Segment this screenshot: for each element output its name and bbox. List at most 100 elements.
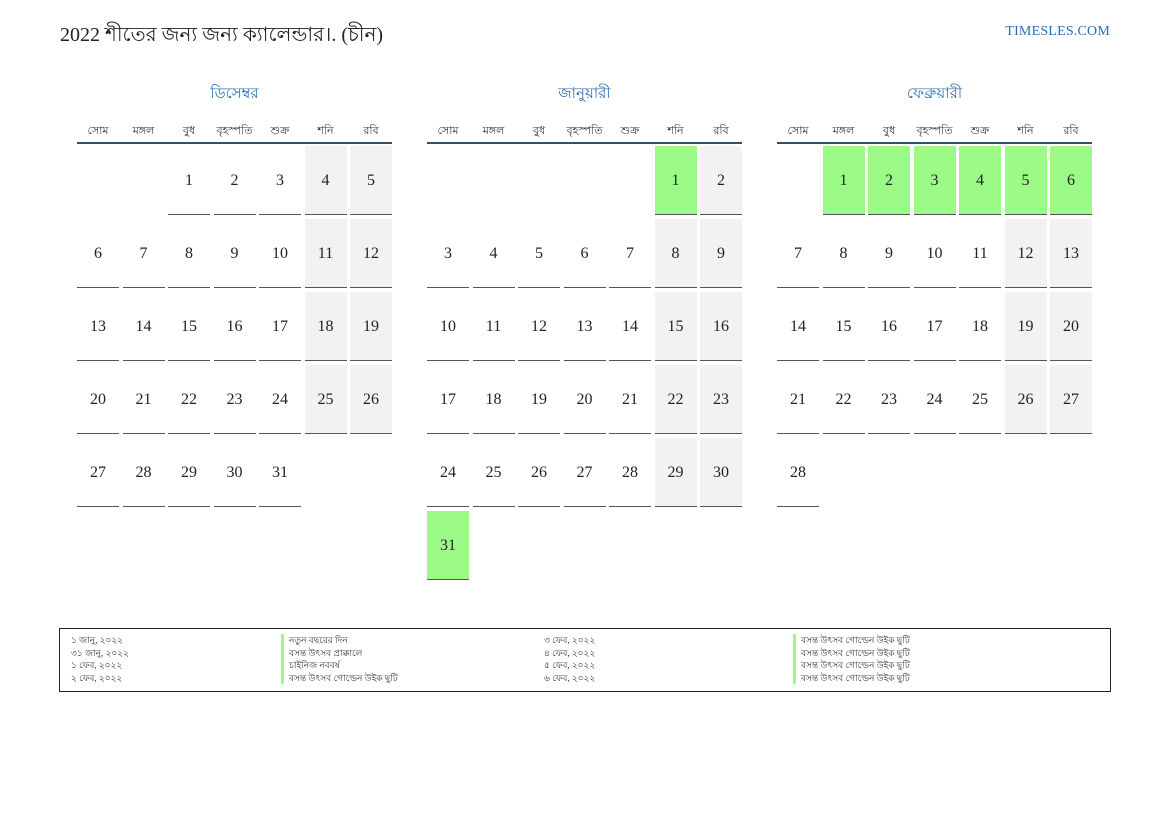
day-cell[interactable]: 17: [259, 292, 301, 361]
day-cell[interactable]: 23: [700, 365, 742, 434]
day-cell[interactable]: 6: [563, 219, 606, 288]
day-cell[interactable]: 11: [472, 292, 515, 361]
day-cell[interactable]: 10: [913, 219, 956, 288]
day-cell[interactable]: 22: [822, 365, 865, 434]
day-cell[interactable]: 30: [213, 438, 256, 507]
day-cell[interactable]: 26: [518, 438, 560, 507]
day-cell[interactable]: 13: [563, 292, 606, 361]
day-cell[interactable]: 8: [822, 219, 865, 288]
day-cell[interactable]: 22: [168, 365, 210, 434]
day-cell[interactable]: 30: [700, 438, 742, 507]
day-cell[interactable]: 9: [868, 219, 910, 288]
day-cell[interactable]: 11: [304, 219, 347, 288]
day-cell[interactable]: 24: [427, 438, 469, 507]
day-cell[interactable]: 16: [700, 292, 742, 361]
day-cell[interactable]: 12: [1004, 219, 1047, 288]
day-cell[interactable]: 27: [77, 438, 119, 507]
day-cell-holiday[interactable]: 5: [1004, 146, 1047, 215]
day-cell[interactable]: 22: [654, 365, 697, 434]
legend-date: ৪ ফেব, ২০২২: [544, 647, 596, 658]
day-cell[interactable]: 25: [959, 365, 1001, 434]
day-cell[interactable]: 21: [609, 365, 651, 434]
day-cell[interactable]: 15: [822, 292, 865, 361]
day-cell-holiday[interactable]: 2: [868, 146, 910, 215]
day-cell-holiday[interactable]: 4: [959, 146, 1001, 215]
weekday-label: সোম: [787, 125, 809, 137]
day-cell[interactable]: 11: [959, 219, 1001, 288]
weekday-header: সোম মঙ্গল বুধ বৃহস্পতি শুক্র শনি রবি: [77, 104, 392, 144]
day-cell[interactable]: 24: [259, 365, 301, 434]
day-cell[interactable]: 15: [654, 292, 697, 361]
day-cell[interactable]: 3: [427, 219, 469, 288]
day-cell[interactable]: 12: [518, 292, 560, 361]
day-cell[interactable]: 27: [563, 438, 606, 507]
day-cell[interactable]: 8: [168, 219, 210, 288]
weekday-label: শুক্র: [970, 125, 990, 137]
day-cell[interactable]: 28: [609, 438, 651, 507]
day-cell[interactable]: 18: [959, 292, 1001, 361]
day-cell[interactable]: 29: [168, 438, 210, 507]
day-cell[interactable]: 27: [1050, 365, 1092, 434]
day-cell[interactable]: 9: [213, 219, 256, 288]
day-cell[interactable]: 14: [609, 292, 651, 361]
day-cell[interactable]: 20: [1050, 292, 1092, 361]
day-cell[interactable]: 28: [777, 438, 819, 507]
day-cell[interactable]: 7: [777, 219, 819, 288]
day-cell[interactable]: 3: [259, 146, 301, 215]
legend-date: ৩ ফেব, ২০২২: [544, 635, 596, 645]
weekday-label: রবি: [1063, 125, 1079, 137]
day-cell[interactable]: 1: [168, 146, 210, 215]
day-cell[interactable]: 19: [350, 292, 392, 361]
day-cell[interactable]: 7: [122, 219, 165, 288]
day-cell-holiday[interactable]: 6: [1050, 146, 1092, 215]
day-cell[interactable]: 21: [777, 365, 819, 434]
day-cell[interactable]: 7: [609, 219, 651, 288]
day-cell[interactable]: 14: [777, 292, 819, 361]
day-cell[interactable]: 21: [122, 365, 165, 434]
day-cell[interactable]: 28: [122, 438, 165, 507]
day-cell[interactable]: 13: [77, 292, 119, 361]
day-cell[interactable]: 14: [122, 292, 165, 361]
day-cell[interactable]: 26: [1004, 365, 1047, 434]
day-cell[interactable]: 2: [213, 146, 256, 215]
day-cell[interactable]: 10: [427, 292, 469, 361]
day-cell-holiday[interactable]: 31: [427, 511, 469, 580]
day-cell[interactable]: 29: [654, 438, 697, 507]
day-cell[interactable]: 15: [168, 292, 210, 361]
weekday-label: মঙ্গল: [132, 125, 155, 137]
day-cell[interactable]: 2: [700, 146, 742, 215]
day-cell[interactable]: 10: [259, 219, 301, 288]
day-cell[interactable]: 20: [77, 365, 119, 434]
day-cell[interactable]: 4: [304, 146, 347, 215]
day-cell[interactable]: 25: [472, 438, 515, 507]
day-cell[interactable]: 19: [518, 365, 560, 434]
day-cell[interactable]: 13: [1050, 219, 1092, 288]
day-cell[interactable]: 5: [518, 219, 560, 288]
day-cell[interactable]: 17: [913, 292, 956, 361]
day-cell[interactable]: 25: [304, 365, 347, 434]
day-cell[interactable]: 23: [868, 365, 910, 434]
day-cell[interactable]: 19: [1004, 292, 1047, 361]
day-cell[interactable]: 31: [259, 438, 301, 507]
day-cell-holiday[interactable]: 3: [913, 146, 956, 215]
day-cell[interactable]: 4: [472, 219, 515, 288]
day-cell[interactable]: 9: [700, 219, 742, 288]
day-cell-holiday[interactable]: 1: [654, 146, 697, 215]
weekday-header: সোম মঙ্গল বুধ বৃহস্পতি শুক্র শনি রবি: [777, 104, 1092, 144]
day-cell[interactable]: 20: [563, 365, 606, 434]
day-cell[interactable]: 12: [350, 219, 392, 288]
site-link[interactable]: TIMESLES.COM: [1005, 24, 1110, 39]
day-cell[interactable]: 16: [213, 292, 256, 361]
day-cell[interactable]: 6: [77, 219, 119, 288]
day-cell[interactable]: 18: [304, 292, 347, 361]
day-cell[interactable]: 18: [472, 365, 515, 434]
day-cell[interactable]: 23: [213, 365, 256, 434]
day-cell-holiday[interactable]: 1: [822, 146, 865, 215]
day-cell[interactable]: 16: [868, 292, 910, 361]
month-calendar: জানুয়ারী সোম মঙ্গল বুধ বৃহস্পতি শুক্র শনি রবি 1…: [427, 84, 742, 580]
day-cell[interactable]: 24: [913, 365, 956, 434]
day-cell[interactable]: 17: [427, 365, 469, 434]
day-cell[interactable]: 8: [654, 219, 697, 288]
day-cell[interactable]: 5: [350, 146, 392, 215]
day-cell[interactable]: 26: [350, 365, 392, 434]
